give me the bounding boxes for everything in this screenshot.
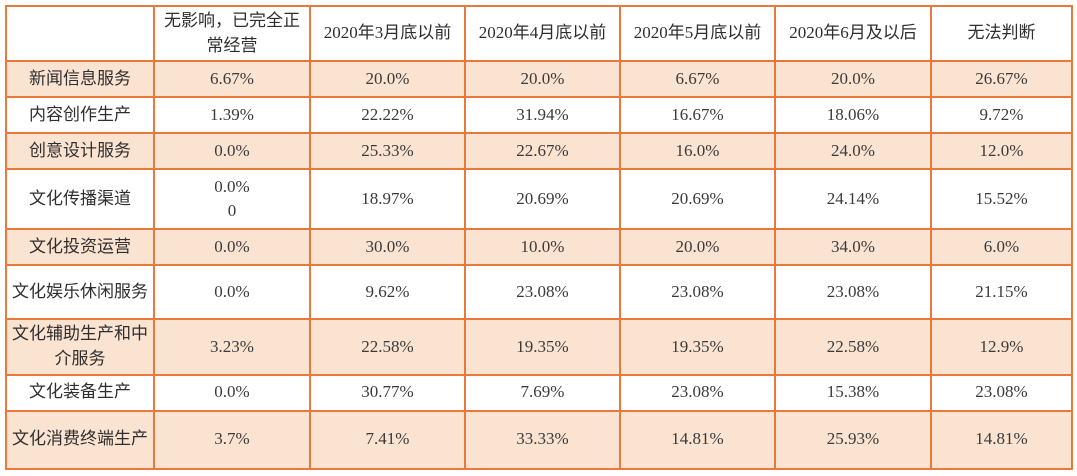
table-cell: 6.0%: [930, 228, 1073, 267]
table-cell: 19.35%: [619, 318, 776, 376]
row-header: 内容创作生产: [5, 96, 155, 135]
table-cell: 18.06%: [774, 96, 932, 135]
table-cell: 0.0%: [153, 132, 311, 171]
table-cell: 9.72%: [930, 96, 1073, 135]
row-header: 文化娱乐休闲服务: [5, 264, 155, 321]
table-row: 文化辅助生产和中介服务 3.23% 22.58% 19.35% 19.35% 22.58…: [5, 318, 1073, 376]
table-cell: 1.39%: [153, 96, 311, 135]
table-cell: 15.52%: [930, 168, 1073, 231]
table-cell: 12.9%: [930, 318, 1073, 376]
table-cell: 25.93%: [774, 409, 932, 470]
table-cell: 20.69%: [619, 168, 776, 231]
table-cell: 25.33%: [309, 132, 466, 171]
table-cell: 22.58%: [309, 318, 466, 376]
table-cell: 34.0%: [774, 228, 932, 267]
table-cell: 23.08%: [930, 373, 1073, 412]
row-header: 文化消费终端生产: [5, 409, 155, 470]
row-header: 文化辅助生产和中介服务: [5, 318, 155, 376]
table-cell: 14.81%: [619, 409, 776, 470]
table-cell: 18.97%: [309, 168, 466, 231]
table-cell: 23.08%: [774, 264, 932, 321]
row-header: 文化传播渠道: [5, 168, 155, 231]
row-header: 文化投资运营: [5, 228, 155, 267]
table-cell: 20.0%: [774, 60, 932, 99]
table-cell: 3.23%: [153, 318, 311, 376]
table-cell: 0.0%: [153, 228, 311, 267]
table-cell: 21.15%: [930, 264, 1073, 321]
table-cell: 7.69%: [464, 373, 621, 412]
column-header: 2020年5月底以前: [619, 4, 776, 63]
table-cell: 19.35%: [464, 318, 621, 376]
table-cell: 14.81%: [930, 409, 1073, 470]
table-cell: 16.67%: [619, 96, 776, 135]
table-cell: 20.0%: [309, 60, 466, 99]
column-header: 无影响，已完全正常经营: [153, 4, 311, 63]
row-header: 文化装备生产: [5, 373, 155, 412]
table-cell: 20.0%: [464, 60, 621, 99]
column-header: 无法判断: [930, 4, 1073, 63]
table-row: 文化投资运营 0.0% 30.0% 10.0% 20.0% 34.0% 6.0%: [5, 228, 1073, 267]
table-cell: 22.22%: [309, 96, 466, 135]
table-cell: 3.7%: [153, 409, 311, 470]
table-cell: 24.0%: [774, 132, 932, 171]
table-cell: 15.38%: [774, 373, 932, 412]
table-row: 创意设计服务 0.0% 25.33% 22.67% 16.0% 24.0% 12.0%: [5, 132, 1073, 171]
column-header: 2020年3月底以前: [309, 4, 466, 63]
table-cell: 0.0% 0: [153, 168, 311, 231]
table-row: 文化传播渠道 0.0% 0 18.97% 20.69% 20.69% 24.14% 15.…: [5, 168, 1073, 231]
table-cell: 20.69%: [464, 168, 621, 231]
table-cell: 20.0%: [619, 228, 776, 267]
table-row: 文化娱乐休闲服务 0.0% 9.62% 23.08% 23.08% 23.08% 21.1…: [5, 264, 1073, 321]
row-header: 创意设计服务: [5, 132, 155, 171]
table-cell: 23.08%: [619, 373, 776, 412]
column-header: 2020年6月及以后: [774, 4, 932, 63]
table-cell: 23.08%: [619, 264, 776, 321]
table-cell: 22.67%: [464, 132, 621, 171]
table-cell: 23.08%: [464, 264, 621, 321]
table-cell: 6.67%: [619, 60, 776, 99]
header-row: 无影响，已完全正常经营 2020年3月底以前 2020年4月底以前 2020年5月底以…: [5, 4, 1073, 63]
table-cell: 16.0%: [619, 132, 776, 171]
table-cell: 26.67%: [930, 60, 1073, 99]
table-cell: 24.14%: [774, 168, 932, 231]
table-row: 内容创作生产 1.39% 22.22% 31.94% 16.67% 18.06% 9.72…: [5, 96, 1073, 135]
table-cell: 22.58%: [774, 318, 932, 376]
table-body: 新闻信息服务 6.67% 20.0% 20.0% 6.67% 20.0% 26.67% 内…: [5, 60, 1073, 470]
table-row: 文化消费终端生产 3.7% 7.41% 33.33% 14.81% 25.93% 14.8…: [5, 409, 1073, 470]
column-header: [5, 4, 155, 63]
table-cell: 0.0%: [153, 373, 311, 412]
table-cell: 9.62%: [309, 264, 466, 321]
table-cell: 31.94%: [464, 96, 621, 135]
table-cell: 12.0%: [930, 132, 1073, 171]
table-cell: 30.0%: [309, 228, 466, 267]
table-row: 新闻信息服务 6.67% 20.0% 20.0% 6.67% 20.0% 26.67%: [5, 60, 1073, 99]
table-cell: 0.0%: [153, 264, 311, 321]
table-header: 无影响，已完全正常经营 2020年3月底以前 2020年4月底以前 2020年5月底以…: [5, 4, 1073, 63]
table-cell: 30.77%: [309, 373, 466, 412]
resumption-survey-table: 无影响，已完全正常经营 2020年3月底以前 2020年4月底以前 2020年5月底以…: [5, 4, 1073, 470]
row-header: 新闻信息服务: [5, 60, 155, 99]
table-cell: 6.67%: [153, 60, 311, 99]
column-header: 2020年4月底以前: [464, 4, 621, 63]
table-row: 文化装备生产 0.0% 30.77% 7.69% 23.08% 15.38% 23.08%: [5, 373, 1073, 412]
table-cell: 10.0%: [464, 228, 621, 267]
table-cell: 33.33%: [464, 409, 621, 470]
table-cell: 7.41%: [309, 409, 466, 470]
